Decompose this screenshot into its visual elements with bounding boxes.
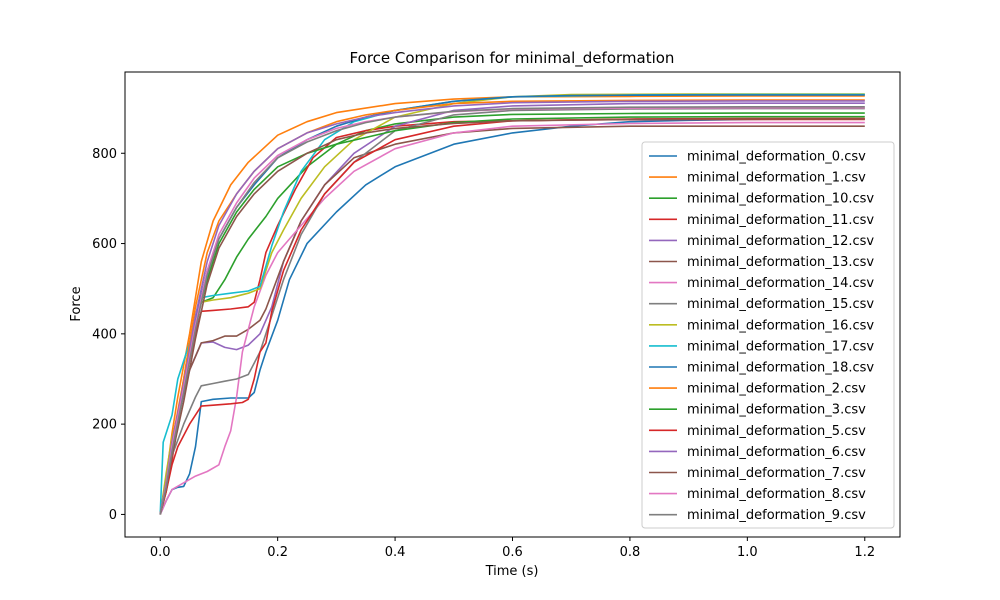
legend-label-12: minimal_deformation_3.csv bbox=[687, 403, 866, 418]
legend-label-10: minimal_deformation_18.csv bbox=[687, 361, 874, 376]
legend-label-11: minimal_deformation_2.csv bbox=[687, 382, 866, 397]
y-tick-label: 800 bbox=[92, 147, 117, 162]
y-tick-label: 200 bbox=[92, 418, 117, 433]
legend-label-3: minimal_deformation_11.csv bbox=[687, 213, 874, 228]
x-tick-label: 0.6 bbox=[502, 545, 523, 560]
x-tick-label: 0.0 bbox=[150, 545, 171, 560]
legend-label-8: minimal_deformation_16.csv bbox=[687, 318, 874, 333]
legend-label-4: minimal_deformation_12.csv bbox=[687, 234, 874, 249]
x-tick-label: 1.0 bbox=[737, 545, 758, 560]
series-line-13 bbox=[159, 117, 865, 515]
legend-label-16: minimal_deformation_8.csv bbox=[687, 487, 866, 502]
y-axis: 0 200 400 600 800 bbox=[92, 147, 125, 523]
series-line-6 bbox=[159, 121, 865, 515]
y-axis-label: Force bbox=[69, 286, 84, 321]
x-axis: 0.0 0.2 0.4 0.6 0.8 1.0 1.2 bbox=[150, 537, 875, 560]
y-tick-label: 400 bbox=[92, 327, 117, 342]
x-axis-label: Time (s) bbox=[485, 564, 539, 579]
series-line-15 bbox=[159, 118, 865, 515]
legend-label-9: minimal_deformation_17.csv bbox=[687, 339, 874, 354]
legend: minimal_deformation_0.csv minimal_deforma… bbox=[641, 141, 895, 529]
legend-label-6: minimal_deformation_14.csv bbox=[687, 276, 874, 291]
x-tick-label: 0.2 bbox=[267, 545, 288, 560]
legend-label-1: minimal_deformation_1.csv bbox=[687, 171, 866, 186]
x-tick-label: 0.4 bbox=[385, 545, 406, 560]
y-tick-label: 0 bbox=[109, 508, 117, 523]
series-layer bbox=[159, 93, 865, 515]
series-line-17 bbox=[159, 106, 865, 515]
legend-label-2: minimal_deformation_10.csv bbox=[687, 192, 874, 207]
legend-items: minimal_deformation_0.csv minimal_deforma… bbox=[649, 150, 874, 523]
legend-label-14: minimal_deformation_6.csv bbox=[687, 445, 866, 460]
legend-label-7: minimal_deformation_15.csv bbox=[687, 297, 874, 312]
x-tick-label: 1.2 bbox=[854, 545, 875, 560]
chart-title: Force Comparison for minimal_deformation bbox=[350, 49, 675, 68]
legend-label-5: minimal_deformation_13.csv bbox=[687, 255, 874, 270]
legend-label-17: minimal_deformation_9.csv bbox=[687, 508, 866, 523]
y-tick-label: 600 bbox=[92, 237, 117, 252]
series-line-7 bbox=[159, 107, 865, 515]
legend-label-15: minimal_deformation_7.csv bbox=[687, 466, 866, 481]
legend-label-13: minimal_deformation_5.csv bbox=[687, 424, 866, 439]
x-tick-label: 0.8 bbox=[620, 545, 641, 560]
legend-label-0: minimal_deformation_0.csv bbox=[687, 150, 866, 165]
legend-frame bbox=[641, 141, 895, 529]
series-line-14 bbox=[159, 100, 865, 515]
